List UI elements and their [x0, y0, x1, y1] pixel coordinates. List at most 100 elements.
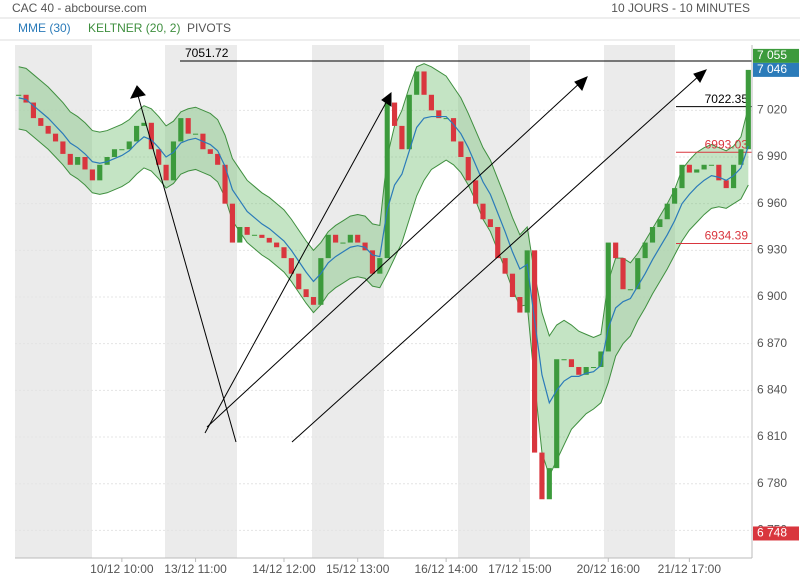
candle [502, 258, 508, 274]
pivot-level-label: 7022.35 [705, 92, 749, 106]
x-tick-label: 13/12 11:00 [164, 562, 227, 576]
mme-line [18, 97, 749, 405]
candle [406, 94, 412, 150]
candle [436, 110, 442, 119]
candle [532, 250, 538, 453]
keltner-lower [18, 128, 749, 478]
candle [141, 122, 147, 126]
candle [89, 169, 95, 181]
candle [185, 118, 191, 134]
candle [384, 102, 390, 259]
y-tick-label: 6 960 [757, 196, 787, 210]
candle [576, 367, 582, 375]
chart-title: CAC 40 - abcbourse.com [12, 1, 147, 15]
candle [561, 359, 567, 361]
pivot-level-label: 6934.39 [705, 229, 749, 243]
candle [251, 234, 258, 236]
candle [642, 242, 648, 259]
candle [52, 133, 59, 142]
candle [377, 258, 383, 274]
candle [708, 164, 715, 166]
x-tick-label: 17/12 15:00 [488, 562, 552, 576]
candle [517, 297, 523, 313]
candle [97, 164, 103, 181]
candle [399, 125, 405, 150]
candle [450, 118, 457, 142]
candle [111, 149, 118, 158]
candle [60, 141, 66, 154]
candle [16, 94, 22, 96]
candle [288, 258, 294, 274]
candle [244, 227, 250, 235]
keltner-upper [18, 63, 749, 339]
pivot-level-label: 6993.03 [705, 137, 749, 151]
candle [67, 153, 73, 165]
y-tick-label: 6 930 [757, 243, 787, 257]
candle [333, 234, 339, 243]
candle [701, 164, 707, 170]
trend-lines [130, 69, 707, 443]
candle [716, 164, 722, 181]
candle [266, 237, 272, 243]
y-tick-label: 6 780 [757, 476, 787, 490]
candle [539, 452, 545, 500]
candle [598, 351, 604, 368]
x-tick-label: 16/12 14:00 [414, 562, 478, 576]
candle [605, 242, 611, 352]
y-tick-label: 6 810 [757, 429, 787, 443]
x-tick-label: 10/12 10:00 [90, 562, 154, 576]
candle [664, 203, 670, 220]
candle [613, 242, 619, 259]
candle [421, 71, 427, 95]
candle [443, 118, 449, 120]
candle [134, 125, 140, 142]
candle [627, 289, 633, 291]
candle [657, 219, 663, 228]
y-tick-label: 6 900 [757, 289, 787, 303]
candle [583, 367, 589, 375]
candle [554, 359, 560, 469]
x-tick-label: 20/12 16:00 [577, 562, 641, 576]
price-label: 7 046 [757, 62, 787, 76]
candle [487, 219, 493, 228]
candle [620, 258, 626, 290]
candle [414, 71, 420, 95]
candle [458, 141, 464, 158]
candle [325, 234, 331, 259]
candle [192, 133, 199, 135]
candle [296, 273, 302, 290]
candle [355, 234, 361, 243]
candle [259, 234, 265, 238]
candle [156, 149, 162, 165]
keltner-band [18, 63, 749, 476]
candle [207, 149, 213, 154]
candle [148, 122, 154, 150]
candle [465, 157, 471, 181]
candle [281, 247, 287, 259]
candle [38, 118, 44, 126]
candle [215, 153, 221, 165]
candle [303, 289, 309, 298]
legend-entry: PIVOTS [187, 21, 231, 35]
candle [649, 227, 656, 243]
candle [495, 227, 501, 259]
candle [310, 297, 317, 305]
candle [369, 250, 376, 274]
candle [672, 188, 678, 204]
candle [178, 118, 184, 142]
y-tick-label: 6 840 [757, 383, 787, 397]
candle [104, 157, 110, 165]
candle [723, 180, 729, 189]
candle [568, 359, 575, 368]
chart-subtitle: 10 JOURS - 10 MINUTES [611, 1, 750, 15]
candle [546, 468, 552, 500]
candle [509, 273, 516, 298]
x-tick-label: 14/12 12:00 [252, 562, 316, 576]
price-label-box [753, 526, 799, 541]
legend-entry: MME (30) [18, 21, 71, 35]
candle [119, 149, 125, 151]
day-shade [312, 45, 384, 558]
price-label-box [753, 62, 799, 77]
candle [635, 258, 641, 290]
candle [75, 157, 81, 165]
